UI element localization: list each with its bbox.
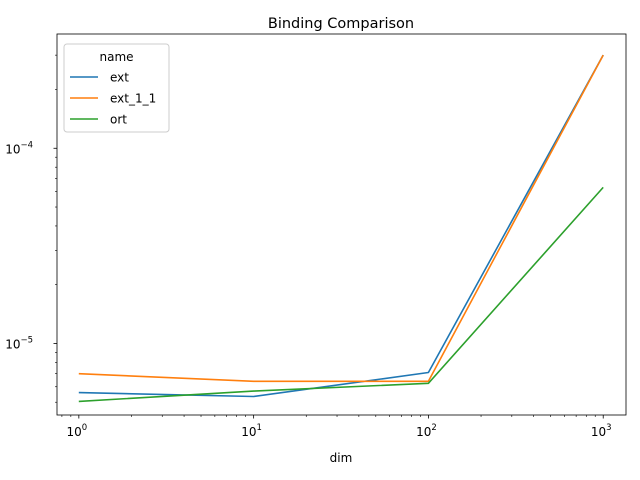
x-tick-label: 102 [416, 423, 437, 439]
chart-title: Binding Comparison [268, 16, 414, 32]
y-tick-label: 10−4 [5, 140, 33, 156]
legend-label-ort: ort [110, 113, 127, 127]
x-axis-label: dim [330, 451, 353, 465]
series-line-ext [78, 54, 604, 398]
legend-label-ext_1_1: ext_1_1 [110, 92, 156, 106]
legend-label-ext: ext [110, 71, 129, 85]
series-line-ort [78, 186, 604, 403]
x-tick-label: 100 [66, 423, 87, 439]
plot-area: 100 101 102 103 10−5 10−4 [5, 33, 627, 439]
legend-box [63, 43, 170, 133]
x-tick-label: 103 [591, 423, 612, 439]
legend-title: name [99, 50, 133, 64]
series-line-ext_1_1 [78, 54, 604, 383]
axes-frame [56, 33, 627, 416]
x-tick-label: 101 [241, 423, 262, 439]
y-tick-label: 10−5 [5, 335, 33, 351]
